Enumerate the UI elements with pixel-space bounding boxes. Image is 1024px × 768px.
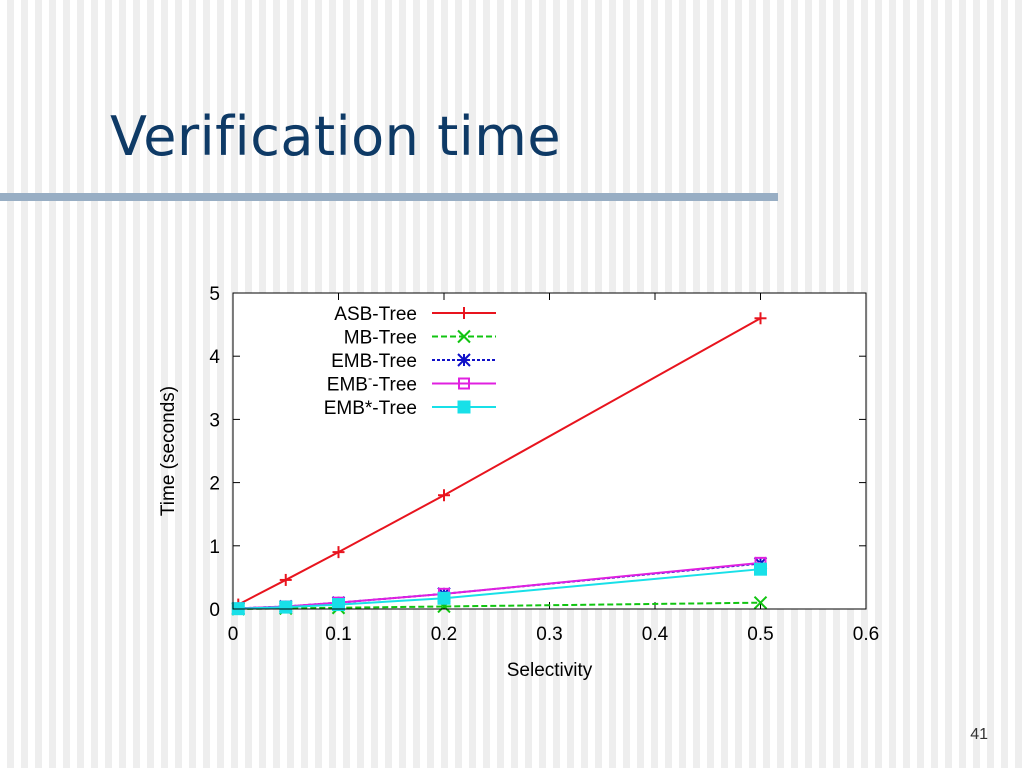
data-point bbox=[754, 312, 767, 325]
legend-label-4: EMB*-Tree bbox=[324, 398, 417, 419]
y-tick-label-4: 4 bbox=[209, 347, 220, 368]
x-axis-label: Selectivity bbox=[507, 660, 593, 681]
title-divider bbox=[0, 193, 778, 201]
data-point bbox=[437, 591, 451, 605]
plot-frame bbox=[232, 292, 867, 610]
legend-marker-4 bbox=[457, 400, 471, 414]
legend-label-1: MB-Tree bbox=[344, 328, 417, 349]
legend-marker-2 bbox=[457, 353, 471, 367]
x-tick-label-4: 0.4 bbox=[642, 624, 669, 645]
slide-title: Verification time bbox=[110, 105, 562, 168]
page-number: 41 bbox=[970, 726, 988, 743]
y-tick-label-1: 1 bbox=[209, 537, 220, 558]
data-point bbox=[332, 598, 345, 612]
data-point bbox=[754, 562, 767, 576]
legend-marker-3 bbox=[458, 377, 470, 390]
y-axis-label: Time (seconds) bbox=[158, 386, 179, 516]
legend-label-3: EMB--Tree bbox=[327, 371, 417, 396]
data-point bbox=[279, 600, 293, 614]
data-point bbox=[438, 489, 450, 502]
legend-marker-0 bbox=[458, 307, 470, 319]
y-tick-label-3: 3 bbox=[209, 410, 220, 431]
x-tick-label-5: 0.5 bbox=[747, 624, 773, 645]
legend-marker-1 bbox=[457, 329, 471, 344]
y-tick-label-2: 2 bbox=[209, 474, 220, 495]
data-point bbox=[332, 546, 345, 559]
data-point bbox=[753, 595, 768, 610]
legend: ASB-Tree MB-TreeEMB-TreeEMB--TreeEMB*-Tre… bbox=[324, 304, 496, 419]
x-tick-label-6: 0.6 bbox=[853, 624, 879, 645]
plot-area bbox=[233, 293, 866, 609]
legend-label-0: ASB-Tree bbox=[334, 304, 417, 325]
legend-label-2: EMB-Tree bbox=[331, 351, 417, 372]
series-4 bbox=[231, 562, 767, 616]
x-tick-label-1: 0.1 bbox=[325, 624, 351, 645]
y-tick-label-5: 5 bbox=[209, 284, 220, 305]
data-point bbox=[279, 573, 292, 586]
x-tick-label-3: 0.3 bbox=[536, 624, 562, 645]
y-tick-label-0: 0 bbox=[209, 600, 220, 621]
x-tick-label-0: 0 bbox=[228, 624, 239, 645]
x-tick-label-2: 0.2 bbox=[431, 624, 457, 645]
